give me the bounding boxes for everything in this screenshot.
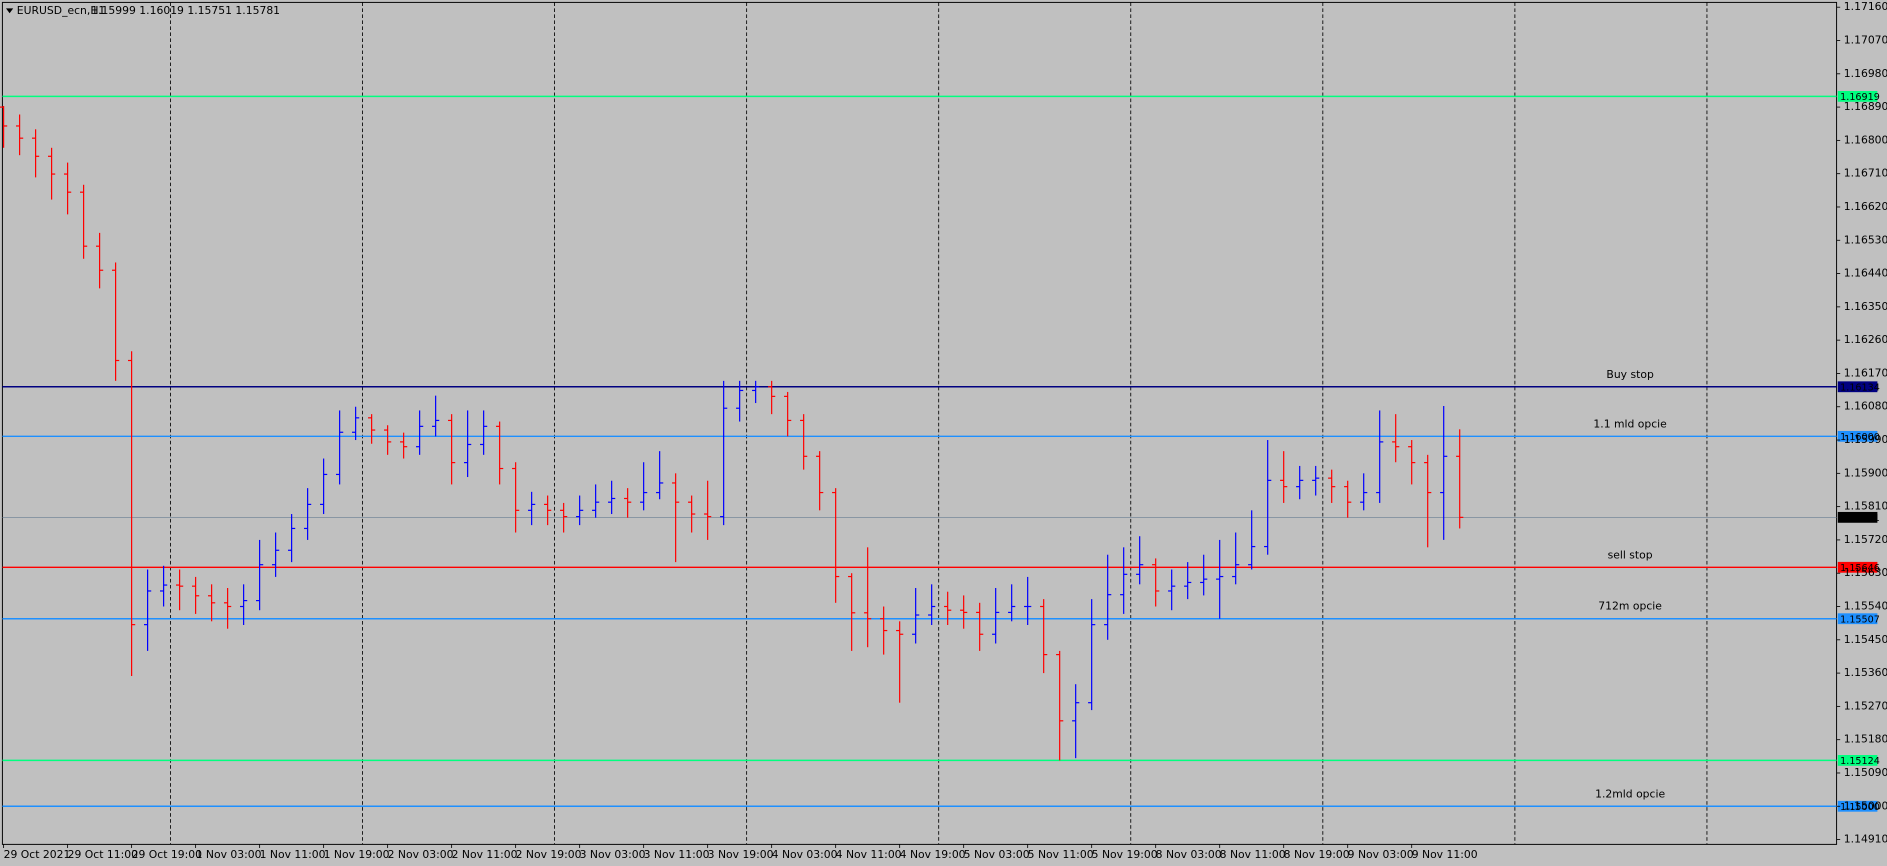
price-tag: 1.16134 — [1837, 381, 1880, 393]
price-tag: 1.15507 — [1837, 613, 1880, 625]
y-tick-label: 1.15900 — [1844, 466, 1887, 479]
header-prices: 1.15999 1.16019 1.15751 1.15781 — [91, 4, 280, 17]
y-tick-label: 1.15180 — [1844, 733, 1887, 746]
price-tag: 1.16919 — [1837, 90, 1880, 103]
x-tick-label: 29 Oct 11:00 — [68, 848, 138, 861]
x-tick-label: 3 Nov 03:00 — [580, 848, 646, 861]
x-tick-label: 1 Nov 11:00 — [260, 848, 326, 861]
x-tick-label: 8 Nov 19:00 — [1284, 848, 1350, 861]
x-tick-label: 2 Nov 03:00 — [388, 848, 454, 861]
x-tick-label: 3 Nov 19:00 — [708, 848, 774, 861]
x-tick-label: 2 Nov 19:00 — [516, 848, 582, 861]
price-tag-box — [1837, 381, 1878, 393]
level-note: sell stop — [1608, 548, 1653, 561]
y-tick-label: 1.16260 — [1844, 333, 1887, 346]
y-tick-label: 1.15540 — [1844, 600, 1887, 613]
price-tag-label: 1.15507 — [1840, 614, 1880, 625]
price-tag: 1.15124 — [1837, 754, 1880, 767]
y-tick-label: 1.14910 — [1844, 833, 1887, 846]
axes: 1.14910 1.15000 1.15090 1.15180 1.15270 1.153… — [3, 0, 1887, 861]
x-tick-label: 4 Nov 19:00 — [900, 848, 966, 861]
y-tick-label: 1.16350 — [1844, 300, 1887, 313]
y-tick-label: 1.17160 — [1844, 0, 1887, 13]
y-tick-label: 1.15720 — [1844, 533, 1887, 546]
x-tick-label: 1 Nov 03:00 — [196, 848, 262, 861]
y-tick-label: 1.16710 — [1844, 167, 1887, 180]
price-tag-label: 1.16919 — [1840, 92, 1880, 103]
price-tag-label: 1.15781 — [1840, 513, 1880, 524]
y-tick-label: 1.16620 — [1844, 200, 1887, 213]
price-tag-box — [1837, 613, 1878, 625]
x-tick-label: 5 Nov 19:00 — [1092, 848, 1158, 861]
y-tick-label: 1.16440 — [1844, 267, 1887, 280]
x-tick-label: 8 Nov 03:00 — [1156, 848, 1222, 861]
price-tag-box — [1837, 561, 1878, 573]
x-tick-label: 9 Nov 03:00 — [1348, 848, 1414, 861]
y-tick-label: 1.16080 — [1844, 400, 1887, 413]
x-tick-label: 8 Nov 11:00 — [1220, 848, 1286, 861]
price-tag-label: 1.15124 — [1840, 756, 1880, 767]
separators — [170, 2, 1708, 845]
price-tag-label: 1.16134 — [1840, 382, 1880, 393]
x-tick-label: 1 Nov 19:00 — [324, 848, 390, 861]
x-tick-label: 29 Oct 2021 — [4, 848, 71, 861]
y-tick-label: 1.15450 — [1844, 633, 1887, 646]
y-tick-label: 1.16530 — [1844, 233, 1887, 246]
x-tick-label: 4 Nov 03:00 — [772, 848, 838, 861]
y-tick-label: 1.15360 — [1844, 666, 1887, 679]
price-tag-box — [1837, 430, 1878, 442]
y-tick-label: 1.17070 — [1844, 34, 1887, 47]
price-tag: 1.15646 — [1837, 561, 1880, 574]
price-tag-box — [1837, 800, 1878, 812]
x-tick-label: 2 Nov 11:00 — [452, 848, 518, 861]
plot-frame — [1, 1, 1838, 845]
level-note: 1.2mld opcie — [1595, 787, 1665, 800]
level-note: Buy stop — [1606, 368, 1654, 381]
price-tag: 1.15781 — [1837, 511, 1880, 524]
level-note: 712m opcie — [1598, 600, 1662, 613]
x-tick-label: 4 Nov 11:00 — [836, 848, 902, 861]
x-tick-label: 29 Oct 19:00 — [132, 848, 202, 861]
price-tag: 1.16000 — [1837, 430, 1880, 443]
bars — [0, 105, 1464, 761]
menu-arrow[interactable] — [6, 8, 14, 14]
y-tick-label: 1.15000 — [1844, 799, 1887, 812]
price-tag-label: 1.15000 — [1840, 802, 1880, 813]
levels: 1.16919 1.16134 Buy stop 1.16000 1.1 mld opc… — [2, 90, 1880, 813]
x-tick-label: 5 Nov 11:00 — [1028, 848, 1094, 861]
y-tick-label: 1.15630 — [1844, 566, 1887, 579]
price-tag: 1.15000 — [1837, 800, 1880, 813]
y-tick-label: 1.16980 — [1844, 67, 1887, 80]
y-tick-label: 1.16890 — [1844, 100, 1887, 113]
price-tag-box — [1837, 754, 1878, 766]
x-tick-label: 3 Nov 11:00 — [644, 848, 710, 861]
y-tick-label: 1.15270 — [1844, 699, 1887, 712]
price-tag-box — [1837, 511, 1878, 523]
price-tag-box — [1837, 90, 1878, 102]
x-tick-label: 5 Nov 03:00 — [964, 848, 1030, 861]
price-tag-label: 1.15646 — [1840, 563, 1880, 574]
x-tick-label: 9 Nov 11:00 — [1412, 848, 1478, 861]
y-tick-label: 1.15090 — [1844, 766, 1887, 779]
y-tick-label: 1.15990 — [1844, 433, 1887, 446]
y-tick-label: 1.15810 — [1844, 500, 1887, 513]
y-tick-label: 1.16800 — [1844, 133, 1887, 146]
level-note: 1.1 mld opcie — [1593, 417, 1667, 430]
y-tick-label: 1.16170 — [1844, 366, 1887, 379]
price-tag-label: 1.16000 — [1840, 432, 1880, 443]
symbol: EURUSD_ecn,H1 — [17, 4, 106, 17]
